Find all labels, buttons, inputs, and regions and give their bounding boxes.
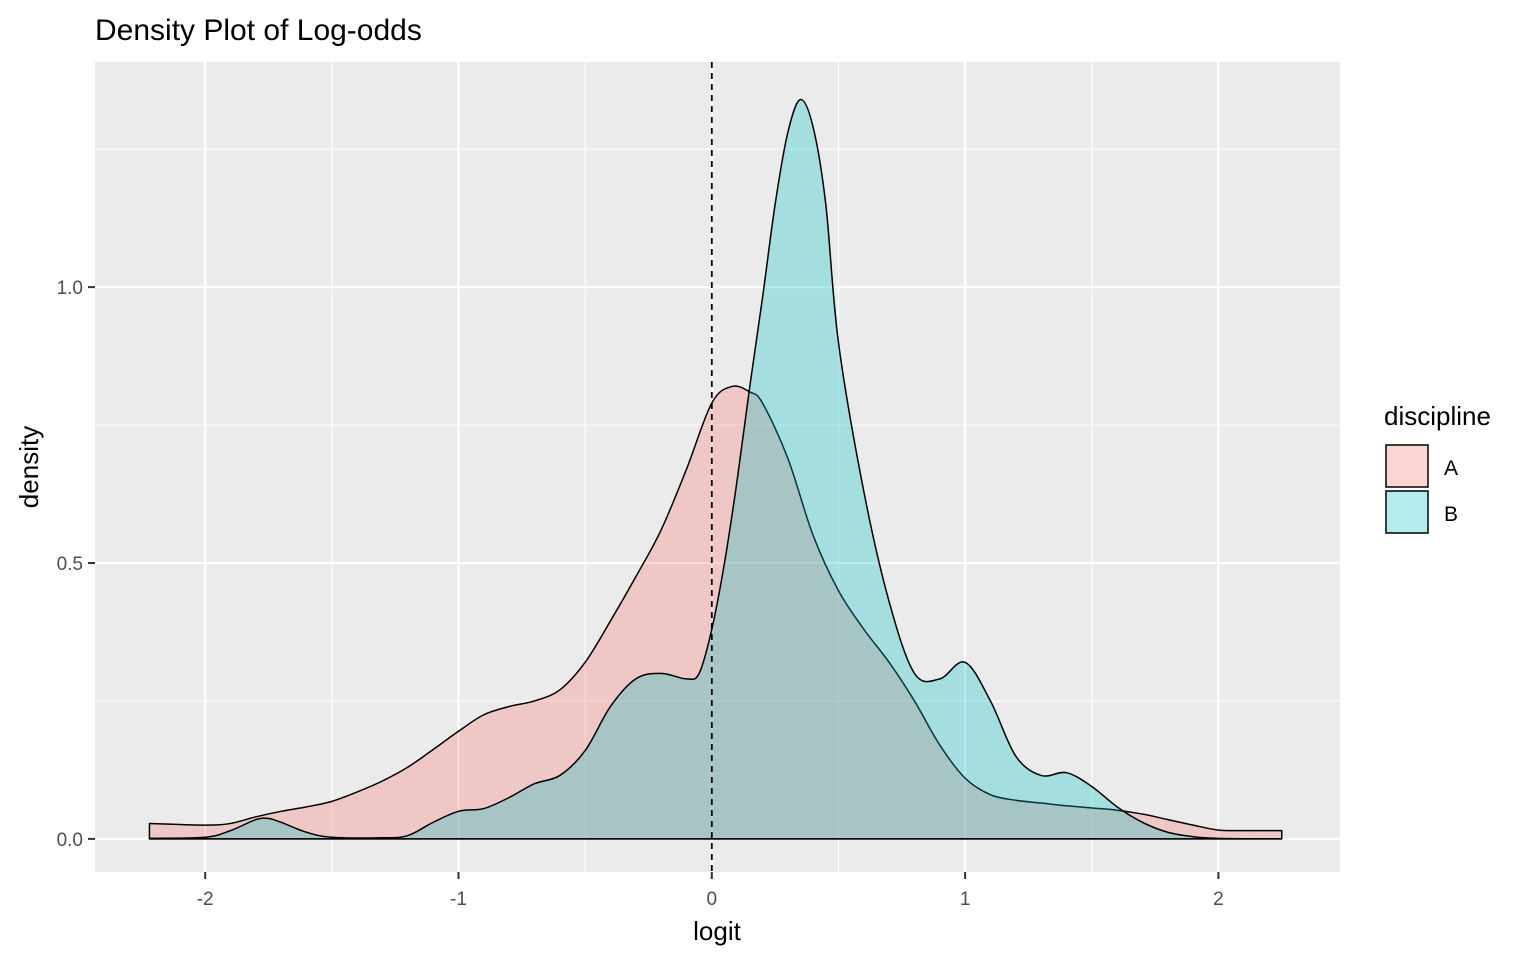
legend-key-A [1385,444,1429,488]
x-axis: -2 -1 0 1 2 [197,872,1224,910]
x-axis-title: logit [693,916,741,946]
y-axis-title: density [14,426,44,508]
plot-panel [95,62,1340,872]
x-tick-label: 0 [707,889,718,910]
density-series [148,98,1283,840]
legend-label-A: A [1444,457,1458,480]
y-tick-label: 0.0 [57,830,83,851]
x-tick-label: 2 [1213,889,1224,910]
minor-gridlines [95,62,1340,872]
legend-label-B: B [1444,503,1458,526]
density-area-B [148,98,1283,840]
y-axis: 0.0 0.5 1.0 [57,278,95,851]
legend-key-B [1385,490,1429,534]
legend-title: discipline [1384,401,1491,431]
y-tick-label: 0.5 [57,554,83,575]
x-tick-label: -1 [450,889,467,910]
chart-title: Density Plot of Log-odds [95,14,422,47]
y-tick-label: 1.0 [57,278,83,299]
legend: discipline AB [1384,401,1491,534]
x-tick-label: -2 [197,889,214,910]
x-tick-label: 1 [960,889,971,910]
